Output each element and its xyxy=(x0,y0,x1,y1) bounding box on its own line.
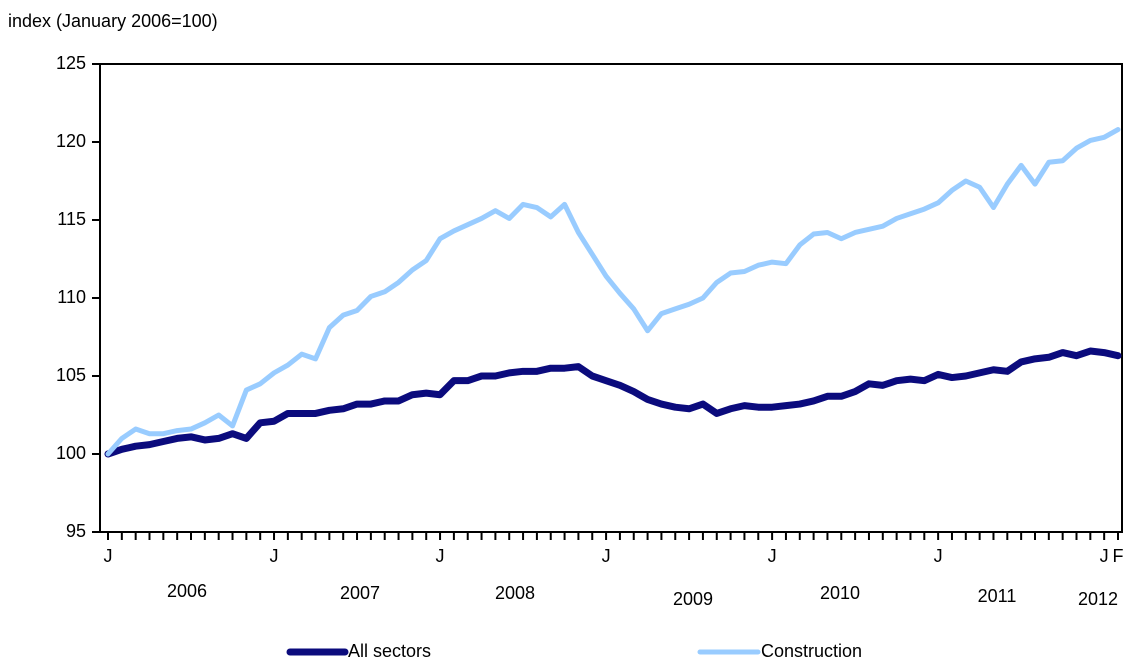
x-tick-label: J xyxy=(768,546,777,566)
y-tick-label: 110 xyxy=(57,287,86,307)
x-tick-label: J xyxy=(270,546,279,566)
series-line xyxy=(105,127,1121,457)
year-label: 2010 xyxy=(820,583,860,603)
legend-label: Construction xyxy=(761,641,862,661)
series-line xyxy=(104,347,1122,458)
year-label: 2006 xyxy=(167,581,207,601)
year-label: 2007 xyxy=(340,583,380,603)
y-tick-label: 115 xyxy=(57,209,86,229)
y-tick-label: 125 xyxy=(56,53,86,73)
year-label: 2008 xyxy=(495,583,535,603)
legend-label: All sectors xyxy=(348,641,431,661)
y-axis-label: index (January 2006=100) xyxy=(8,11,218,31)
y-tick-label: 100 xyxy=(56,443,86,463)
x-tick-label: F xyxy=(1113,546,1124,566)
year-label: 2009 xyxy=(673,589,713,609)
x-tick-label: J xyxy=(436,546,445,566)
year-label: 2012 xyxy=(1078,589,1118,609)
y-tick-label: 105 xyxy=(56,365,86,385)
x-tick-label: J xyxy=(602,546,611,566)
y-tick-label: 120 xyxy=(56,131,86,151)
x-tick-label: J xyxy=(1100,546,1109,566)
plot-frame xyxy=(99,63,1123,533)
y-tick-label: 95 xyxy=(66,521,86,541)
x-tick-label: J xyxy=(934,546,943,566)
x-tick-label: J xyxy=(104,546,113,566)
year-label: 2011 xyxy=(978,586,1017,606)
